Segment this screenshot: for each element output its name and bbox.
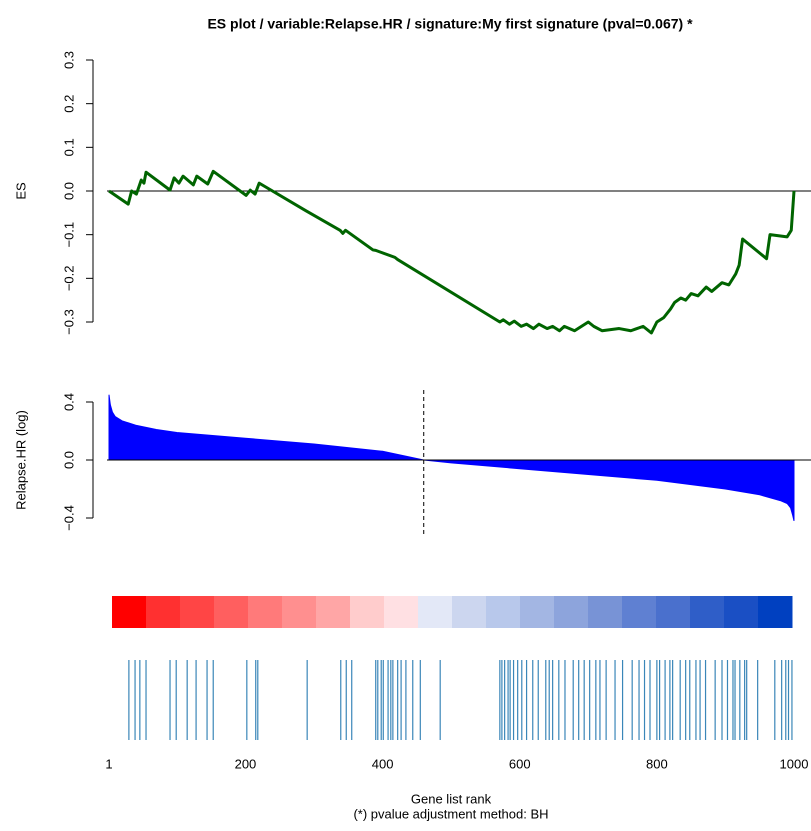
x-tick-label: 600 bbox=[509, 756, 531, 771]
x-tick-label: 800 bbox=[646, 756, 668, 771]
color-cell bbox=[554, 596, 589, 628]
es-line bbox=[108, 169, 796, 335]
y-tick-label: 0.0 bbox=[61, 182, 76, 200]
color-cell bbox=[112, 596, 147, 628]
color-cell bbox=[350, 596, 385, 628]
y-tick-label: 0.4 bbox=[61, 393, 76, 411]
color-cell bbox=[214, 596, 249, 628]
color-cell bbox=[520, 596, 555, 628]
y-tick-label: −0.2 bbox=[61, 265, 76, 291]
color-cell bbox=[622, 596, 657, 628]
color-cell bbox=[248, 596, 283, 628]
x-tick-label: 400 bbox=[372, 756, 394, 771]
color-cell bbox=[724, 596, 759, 628]
color-cell bbox=[486, 596, 521, 628]
color-cell bbox=[180, 596, 215, 628]
color-cell bbox=[282, 596, 317, 628]
x-tick-label: 1000 bbox=[780, 756, 809, 771]
chart-title: ES plot / variable:Relapse.HR / signatur… bbox=[207, 16, 693, 32]
x-tick-label: 200 bbox=[235, 756, 257, 771]
y-tick-label: 0.2 bbox=[61, 95, 76, 113]
y-tick-label: −0.3 bbox=[61, 309, 76, 335]
footnote: (*) pvalue adjustment method: BH bbox=[353, 806, 548, 821]
color-cell bbox=[656, 596, 691, 628]
y-tick-label: −0.4 bbox=[61, 505, 76, 531]
y-tick-label: 0.0 bbox=[61, 451, 76, 469]
color-cell bbox=[588, 596, 623, 628]
color-cell bbox=[384, 596, 419, 628]
x-tick-label: 1 bbox=[105, 756, 112, 771]
y-axis-label: ES bbox=[13, 182, 28, 200]
y-tick-label: 0.3 bbox=[61, 51, 76, 69]
color-cell bbox=[452, 596, 487, 628]
y-tick-label: 0.1 bbox=[61, 138, 76, 156]
y-axis-label: Relapse.HR (log) bbox=[13, 410, 28, 510]
color-cell bbox=[316, 596, 351, 628]
color-cell bbox=[690, 596, 725, 628]
area bbox=[108, 394, 795, 522]
x-axis-label: Gene list rank bbox=[411, 791, 492, 806]
color-cell bbox=[418, 596, 453, 628]
color-cell bbox=[758, 596, 793, 628]
color-cell bbox=[146, 596, 181, 628]
y-tick-label: −0.1 bbox=[61, 222, 76, 248]
